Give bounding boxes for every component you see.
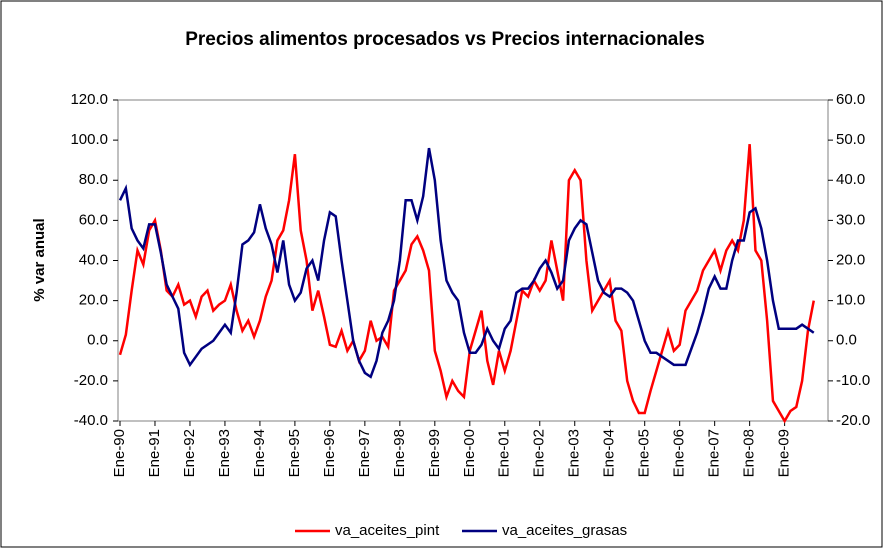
- y2-tick-label: 40.0: [836, 171, 865, 188]
- x-tick-label: Ene-91: [146, 429, 163, 477]
- x-tick-label: Ene-99: [426, 429, 443, 477]
- y-tick-label: 40.0: [79, 251, 108, 268]
- chart-title: Precios alimentos procesados vs Precios …: [185, 29, 705, 50]
- x-tick-label: Ene-04: [601, 429, 618, 477]
- y2-tick-label: 30.0: [836, 211, 865, 228]
- x-tick-label: Ene-92: [181, 429, 198, 477]
- y-tick-label: 100.0: [70, 131, 108, 148]
- x-tick-label: Ene-97: [356, 429, 373, 477]
- y-tick-label: 80.0: [79, 171, 108, 188]
- y2-tick-label: 10.0: [836, 292, 865, 309]
- y-tick-label: 0.0: [87, 332, 108, 349]
- y-tick-label: 60.0: [79, 211, 108, 228]
- x-tick-label: Ene-06: [671, 429, 688, 477]
- x-tick-label: Ene-08: [741, 429, 758, 477]
- y-tick-label: 20.0: [79, 292, 108, 309]
- series-line: [118, 147, 815, 379]
- y-tick-label: -40.0: [74, 412, 108, 429]
- x-tick-label: Ene-93: [216, 429, 233, 477]
- x-tick-label: Ene-02: [531, 429, 548, 477]
- x-tick-label: Ene-09: [776, 429, 793, 477]
- y2-tick-label: -10.0: [836, 372, 870, 389]
- x-tick-label: Ene-98: [391, 429, 408, 477]
- legend-label: va_aceites_grasas: [502, 522, 627, 539]
- y2-tick-label: 0.0: [836, 332, 857, 349]
- x-tick-label: Ene-01: [496, 429, 513, 477]
- y-tick-label: -20.0: [74, 372, 108, 389]
- x-tick-label: Ene-90: [111, 429, 128, 477]
- legend-label: va_aceites_pint: [335, 522, 440, 539]
- x-tick-label: Ene-00: [461, 429, 478, 477]
- x-tick-label: Ene-94: [251, 429, 268, 477]
- y2-tick-label: -20.0: [836, 412, 870, 429]
- y2-tick-label: 60.0: [836, 91, 865, 108]
- x-tick-label: Ene-96: [321, 429, 338, 477]
- x-tick-label: Ene-07: [706, 429, 723, 477]
- x-tick-label: Ene-05: [636, 429, 653, 477]
- y-tick-label: 120.0: [70, 91, 108, 108]
- y-axis-label: % var anual: [31, 218, 48, 301]
- x-tick-label: Ene-03: [566, 429, 583, 477]
- x-tick-label: Ene-95: [286, 429, 303, 477]
- y2-tick-label: 50.0: [836, 131, 865, 148]
- y2-tick-label: 20.0: [836, 251, 865, 268]
